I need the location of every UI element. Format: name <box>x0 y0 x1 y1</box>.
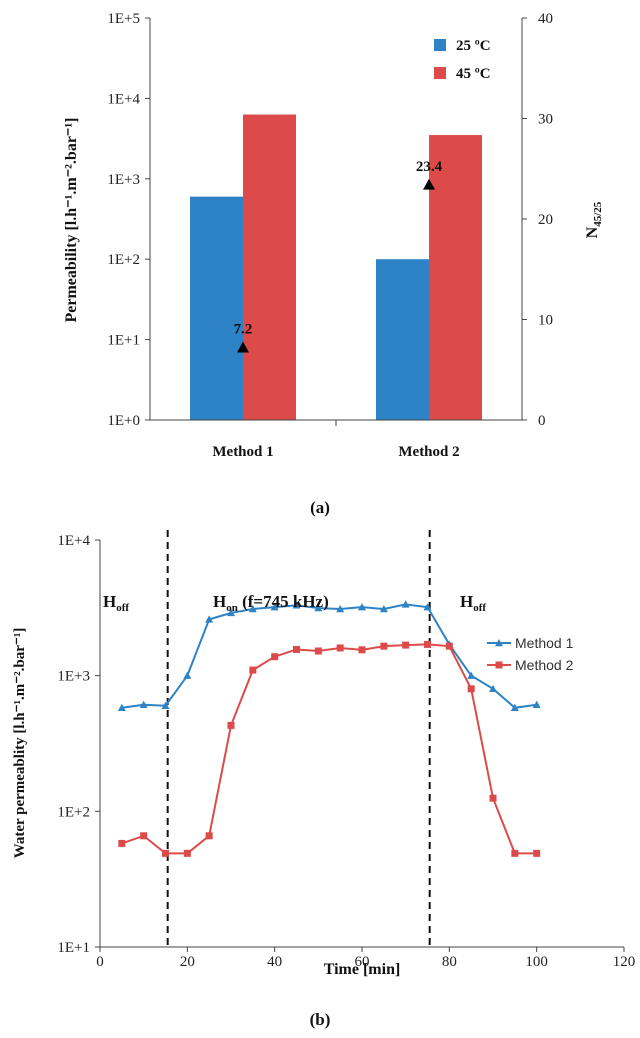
a-y-tick-label: 1E+5 <box>107 11 140 27</box>
b-region-label: Hoff <box>460 592 486 614</box>
a-y-axis-label: Permeability [l.h⁻¹.m⁻².bar⁻¹] <box>63 117 80 322</box>
b-point-method1 <box>205 615 214 623</box>
b-point-method1 <box>183 671 192 679</box>
b-point-method1 <box>358 603 366 611</box>
panel-b-label: (b) <box>310 1010 331 1029</box>
b-point-method2 <box>511 849 519 857</box>
b-point-method1 <box>532 700 541 708</box>
b-y-tick-label: 1E+3 <box>57 669 90 685</box>
a-ratio-marker <box>423 178 435 190</box>
b-x-tick-label: 20 <box>180 954 195 970</box>
a-legend-swatch <box>434 67 446 79</box>
b-y-axis-label: Water permeablity [l.h⁻¹.m⁻².bar⁻¹] <box>12 628 28 859</box>
b-point-method2 <box>140 832 148 840</box>
b-point-method1 <box>401 600 410 608</box>
b-x-tick-label: 40 <box>267 954 282 970</box>
a-legend-label: 25 ºC <box>456 38 491 54</box>
a-legend: 25 ºC 45 ºC <box>434 38 491 82</box>
b-x-axis-label: Time [min] <box>324 961 401 978</box>
b-point-method1 <box>314 604 323 612</box>
b-point-method1 <box>423 603 432 611</box>
b-legend: Method 1 Method 2 <box>487 635 574 673</box>
a-y2-tick-label: 40 <box>538 11 553 27</box>
a-ratio-label: 7.2 <box>234 322 253 338</box>
b-x-tick-label: 0 <box>96 954 104 970</box>
a-bar-25c <box>190 196 243 420</box>
b-point-method2 <box>118 839 126 847</box>
b-point-method1 <box>510 703 519 711</box>
a-legend-label: 45 ºC <box>456 66 491 82</box>
a-ratio-marker <box>237 341 249 353</box>
b-point-method1 <box>467 671 476 679</box>
b-point-method2 <box>358 646 366 654</box>
b-point-method1 <box>139 700 148 708</box>
b-y-tick-label: 1E+1 <box>57 940 90 956</box>
a-y2-tick-label: 20 <box>538 212 553 228</box>
b-point-method2 <box>445 642 453 650</box>
a-y2-tick-label: 0 <box>538 413 546 429</box>
b-point-method1 <box>270 603 279 611</box>
a-legend-swatch <box>434 39 446 51</box>
b-region-label: Hon (f=745 kHz) <box>213 592 329 614</box>
b-point-method1 <box>336 605 345 613</box>
b-point-method2 <box>293 645 300 653</box>
b-point-method2 <box>402 641 410 649</box>
b-point-method2 <box>424 640 431 648</box>
b-point-method1 <box>379 605 388 613</box>
b-point-method2 <box>183 849 191 857</box>
b-point-method2 <box>336 644 344 652</box>
a-bar-25c <box>376 259 429 420</box>
b-point-method1 <box>489 684 497 693</box>
b-point-method1 <box>117 703 126 711</box>
b-point-method1 <box>227 608 235 617</box>
a-y-tick-label: 1E+1 <box>107 333 140 349</box>
b-point-method2 <box>533 849 541 857</box>
b-legend-marker <box>495 661 503 669</box>
a-y-tick-label: 1E+4 <box>107 91 140 107</box>
b-point-method1 <box>161 701 170 709</box>
a-y2-axis-label: N45/25 <box>584 201 604 238</box>
b-point-method2 <box>205 832 213 840</box>
b-y-tick-label: 1E+4 <box>57 533 90 549</box>
a-y-tick-label: 1E+2 <box>107 252 140 268</box>
b-legend-marker <box>495 639 503 647</box>
b-point-method1 <box>292 601 301 609</box>
a-y-tick-label: 1E+3 <box>107 172 140 188</box>
b-point-method2 <box>489 794 497 802</box>
b-point-method1 <box>248 605 257 613</box>
b-region-label: Hoff <box>103 592 129 614</box>
a-y2-tick-label: 10 <box>538 313 553 329</box>
a-y2-tick-label: 30 <box>538 112 553 128</box>
b-x-tick-label: 60 <box>355 954 370 970</box>
b-point-method2 <box>249 666 257 674</box>
chart-b: 1E+1 1E+2 1E+3 1E+4 0 20 40 60 80 100 120 Hoff Hon… <box>12 530 635 1029</box>
b-legend-label: Method 1 <box>515 635 574 651</box>
a-x-tick-label: Method 2 <box>398 444 459 460</box>
b-point-method2 <box>314 647 322 655</box>
b-point-method2 <box>227 721 235 729</box>
b-point-method2 <box>380 642 388 650</box>
b-y-tick-label: 1E+2 <box>57 804 90 820</box>
chart-a: 7.2 23.4 1E+0 1E+1 1E+2 1E+3 1E+4 1E+5 0 10 20 30… <box>63 11 604 517</box>
b-series-line <box>121 643 537 855</box>
panel-a-label: (a) <box>310 498 330 517</box>
a-bar-45c <box>429 135 482 420</box>
b-series-line <box>121 603 537 709</box>
b-legend-label: Method 2 <box>515 657 574 673</box>
a-y-tick-label: 1E+0 <box>107 413 140 429</box>
a-ratio-label: 23.4 <box>416 159 443 175</box>
b-x-tick-label: 100 <box>525 954 548 970</box>
b-point-method2 <box>162 849 169 857</box>
b-point-method2 <box>271 653 279 661</box>
b-x-tick-label: 80 <box>442 954 457 970</box>
a-x-tick-label: Method 1 <box>212 444 273 460</box>
b-point-method2 <box>467 685 475 693</box>
a-bar-45c <box>243 114 296 420</box>
b-x-tick-label: 120 <box>613 954 636 970</box>
